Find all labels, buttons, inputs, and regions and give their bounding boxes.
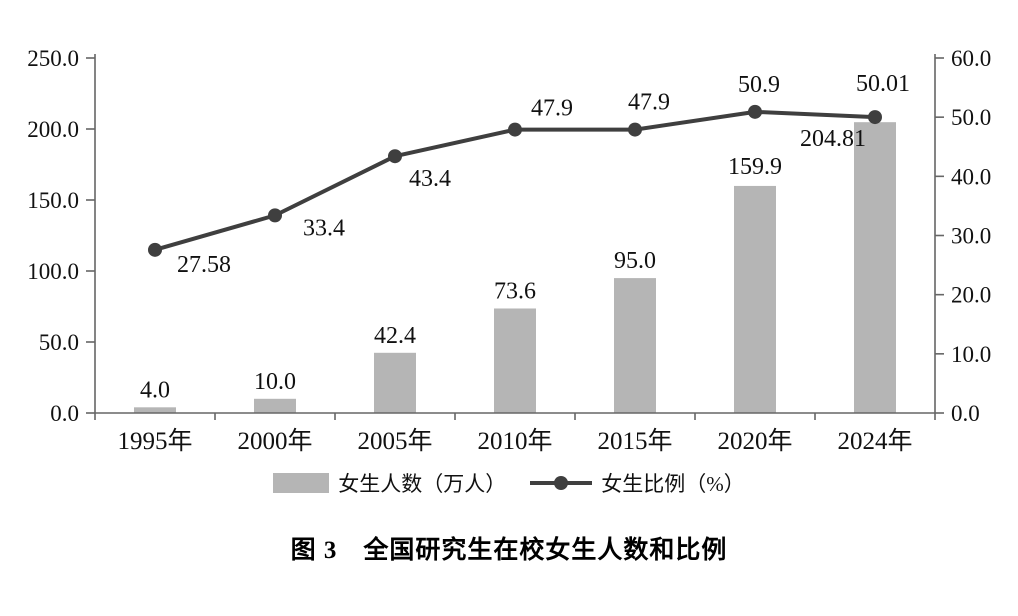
bar	[734, 185, 776, 413]
bar-value-label: 42.4	[374, 323, 416, 349]
y-axis-right-tick-label: 10.0	[951, 342, 991, 367]
bar	[854, 122, 896, 413]
figure-caption: 图 3 全国研究生在校女生人数和比例	[290, 537, 728, 564]
line-value-label: 47.9	[531, 96, 573, 122]
legend-item-line: 女生比例（%）	[530, 468, 745, 498]
line-point	[388, 149, 402, 164]
x-axis-label: 2000年	[237, 427, 312, 455]
x-axis-label: 2024年	[837, 427, 912, 455]
line-point	[748, 104, 762, 119]
bar-value-label: 204.81	[800, 126, 866, 152]
bar-value-label: 10.0	[254, 369, 296, 395]
y-axis-right-tick-label: 60.0	[951, 46, 991, 71]
line-point	[868, 110, 882, 125]
line-value-label: 50.01	[856, 71, 910, 97]
bar	[134, 407, 176, 413]
y-axis-left-tick-label: 200.0	[27, 117, 79, 142]
legend-label-line: 女生比例（%）	[601, 472, 745, 496]
line-value-label: 47.9	[628, 90, 670, 116]
line-value-label: 50.9	[738, 72, 780, 98]
line-swatch-dot	[554, 476, 569, 490]
line-swatch	[530, 476, 593, 490]
y-axis-right-tick-label: 50.0	[951, 105, 991, 130]
y-axis-right-tick-label: 30.0	[951, 224, 991, 249]
line-point	[268, 208, 282, 223]
x-axis-label: 1995年	[117, 427, 192, 455]
line-point	[508, 122, 522, 137]
y-axis-right-tick-label: 0.0	[951, 401, 980, 426]
bar-value-label: 73.6	[494, 278, 536, 304]
y-axis-left-tick-label: 0.0	[50, 401, 79, 426]
line-point	[628, 122, 642, 137]
x-axis-label: 2020年	[717, 427, 792, 455]
legend-item-bars: 女生人数（万人）	[273, 468, 506, 498]
y-axis-left-tick-label: 50.0	[39, 330, 79, 355]
y-axis-left-tick-label: 150.0	[27, 188, 79, 213]
bar-value-label: 4.0	[140, 377, 170, 403]
y-axis-right-tick-label: 20.0	[951, 283, 991, 308]
legend-label-bars: 女生人数（万人）	[338, 472, 507, 496]
line-value-label: 33.4	[303, 215, 345, 241]
bar-value-label: 159.9	[728, 154, 782, 180]
x-axis-label: 2005年	[357, 427, 432, 455]
y-axis-left-tick-label: 250.0	[27, 46, 79, 71]
x-axis-label: 2010年	[477, 427, 552, 455]
line-value-label: 27.58	[177, 252, 231, 278]
chart-canvas: 0.0 50.0 100.0 150.0 200.0 250.0 0.0 10.0 20.0 30…	[27, 46, 991, 455]
chart-legend: 女生人数（万人） 女生比例（%）	[0, 468, 1018, 498]
y-axis-right-tick-label: 40.0	[951, 164, 991, 189]
bar	[374, 352, 416, 413]
line-value-label: 43.4	[409, 166, 451, 192]
line-point	[148, 242, 162, 257]
x-axis-label: 2015年	[597, 427, 672, 455]
y-axis-left-tick-label: 100.0	[27, 259, 79, 284]
bar-swatch	[273, 473, 330, 493]
bar	[494, 308, 536, 413]
bar	[614, 278, 656, 413]
bar-value-label: 95.0	[614, 248, 656, 274]
bar	[254, 398, 296, 413]
